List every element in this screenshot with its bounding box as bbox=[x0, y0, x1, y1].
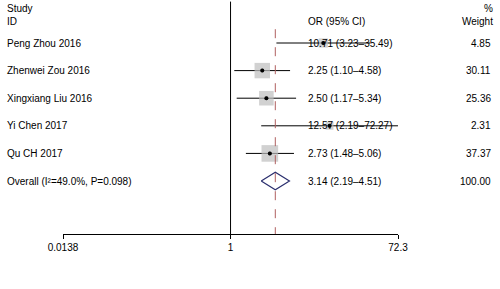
svg-text:1: 1 bbox=[228, 242, 234, 253]
svg-text:100.00: 100.00 bbox=[460, 176, 491, 187]
svg-text:2.25 (1.10–4.58): 2.25 (1.10–4.58) bbox=[308, 65, 381, 76]
svg-text:2.31: 2.31 bbox=[471, 120, 491, 131]
svg-text:Overall (I²=49.0%, P=0.098): Overall (I²=49.0%, P=0.098) bbox=[7, 176, 132, 187]
svg-text:%Weight: %Weight bbox=[462, 3, 493, 27]
svg-text:Peng Zhou 2016: Peng Zhou 2016 bbox=[7, 38, 81, 49]
svg-text:StudyID: StudyID bbox=[7, 3, 33, 27]
svg-text:Zhenwei Zou 2016: Zhenwei Zou 2016 bbox=[7, 65, 90, 76]
svg-text:Qu CH 2017: Qu CH 2017 bbox=[7, 148, 63, 159]
svg-text:25.36: 25.36 bbox=[466, 93, 491, 104]
svg-text:30.11: 30.11 bbox=[466, 65, 491, 76]
svg-text:2.73 (1.48–5.06): 2.73 (1.48–5.06) bbox=[308, 148, 381, 159]
svg-text:4.85: 4.85 bbox=[471, 38, 491, 49]
svg-text:Yi Chen 2017: Yi Chen 2017 bbox=[7, 120, 68, 131]
svg-text:72.3: 72.3 bbox=[388, 242, 408, 253]
svg-text:3.14 (2.19–4.51): 3.14 (2.19–4.51) bbox=[308, 176, 381, 187]
svg-text:10.71 (3.23–35.49): 10.71 (3.23–35.49) bbox=[308, 38, 393, 49]
svg-text:12.57 (2.19–72.27): 12.57 (2.19–72.27) bbox=[308, 120, 393, 131]
svg-text:OR (95% CI): OR (95% CI) bbox=[308, 16, 365, 27]
svg-text:0.0138: 0.0138 bbox=[48, 242, 79, 253]
svg-text:Xingxiang Liu 2016: Xingxiang Liu 2016 bbox=[7, 93, 93, 104]
svg-text:2.50 (1.17–5.34): 2.50 (1.17–5.34) bbox=[308, 93, 381, 104]
svg-text:37.37: 37.37 bbox=[466, 148, 491, 159]
